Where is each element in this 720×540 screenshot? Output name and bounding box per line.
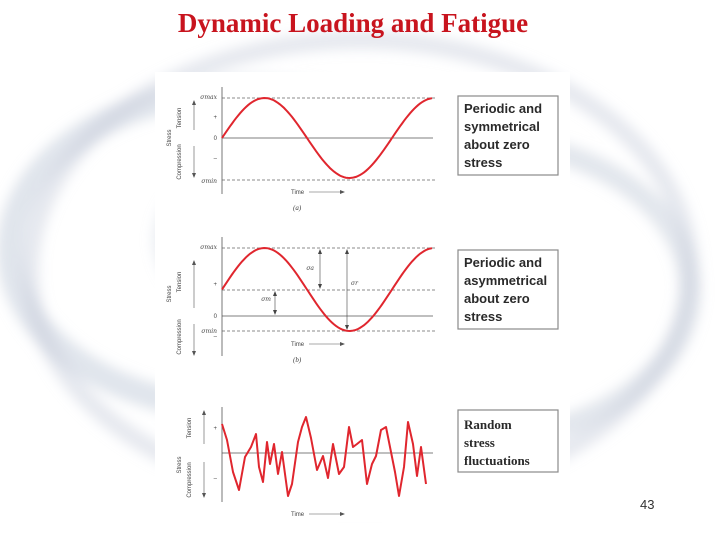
panel-b-plus-sign: +	[213, 282, 217, 288]
panel-b-desc-line-1: Periodic and	[464, 255, 542, 270]
panel-b-sigma-min: σmin	[201, 328, 217, 335]
panel-b-time-label: Time	[291, 342, 305, 348]
panel-b: Stress Tension Compression + – 0 σmax σm…	[167, 237, 559, 364]
panel-b-desc-line-4: stress	[464, 309, 502, 324]
panel-a-caption: (a)	[293, 204, 302, 212]
panel-b-desc-line-3: about zero	[464, 291, 530, 306]
panel-a-desc-line-1: Periodic and	[464, 101, 542, 116]
panel-b-compression-label: Compression	[177, 319, 183, 354]
page-number: 43	[640, 497, 655, 512]
panel-a-stress-curve	[221, 96, 433, 180]
panel-c-minus-sign: –	[214, 476, 218, 482]
panel-b-sigma-r: σr	[351, 280, 359, 287]
panel-c-compression-label: Compression	[187, 462, 193, 497]
panel-c-time-label: Time	[291, 512, 305, 518]
panel-b-minus-sign: –	[214, 334, 218, 340]
panel-a-minus-sign: –	[214, 156, 218, 162]
panel-c-description-box	[457, 409, 559, 473]
panel-a: Stress Tension Compression + – 0 σmax σm…	[167, 87, 559, 212]
panel-c-random-stress-curve	[221, 416, 427, 497]
panel-b-tension-label: Tension	[177, 272, 183, 293]
panel-b-stress-label: Stress	[167, 285, 173, 302]
panel-c-tension-label: Tension	[187, 418, 193, 439]
panel-c-desc-line-1: Random	[464, 417, 512, 432]
panel-c-desc-line-3: fluctuations	[464, 453, 530, 468]
panel-a-sigma-min: σmin	[201, 178, 217, 185]
panel-c-time-arrowhead	[340, 512, 345, 516]
panel-a-tension-arrowhead	[192, 100, 196, 105]
slide-title: Dynamic Loading and Fatigue	[177, 8, 529, 38]
panel-b-sigma-m: σm	[261, 296, 271, 303]
panel-b-sigma-m-arrowheads	[273, 291, 277, 315]
panel-b-time-arrowhead	[340, 342, 345, 346]
panel-a-desc-line-2: symmetrical	[464, 119, 540, 134]
panel-b-sigma-a: σa	[306, 265, 314, 272]
panel-a-sigma-max: σmax	[200, 94, 217, 101]
panel-c-plus-sign: +	[213, 426, 217, 432]
panel-b-description-box	[457, 249, 559, 330]
panel-b-tension-arrowhead	[192, 260, 196, 265]
panel-c-stress-label: Stress	[177, 456, 183, 473]
panel-a-zero-label: 0	[214, 136, 218, 142]
panel-b-stress-curve	[221, 246, 433, 333]
panel-a-stress-label: Stress	[167, 129, 173, 146]
panel-a-time-arrowhead	[340, 190, 345, 194]
panel-a-description-box	[457, 95, 559, 176]
panel-a-desc-line-4: stress	[464, 155, 502, 170]
panel-a-compression-label: Compression	[177, 144, 183, 179]
panel-a-time-label: Time	[291, 190, 305, 196]
panel-c-desc-line-2: stress	[464, 435, 495, 450]
panel-a-compression-arrowhead	[192, 173, 196, 178]
panel-b-caption: (b)	[293, 356, 302, 364]
panel-c: Stress Tension Compression + – Time Rand…	[177, 407, 559, 518]
panel-b-sigma-max: σmax	[200, 244, 217, 251]
panel-a-desc-line-3: about zero	[464, 137, 530, 152]
panel-c-compression-arrowhead	[202, 493, 206, 498]
panel-b-zero-label: 0	[214, 314, 218, 320]
panel-a-plus-sign: +	[213, 115, 217, 121]
panel-c-tension-arrowhead	[202, 410, 206, 415]
stress-cycle-figure: Stress Tension Compression + – 0 σmax σm…	[155, 72, 570, 522]
panel-b-desc-line-2: asymmetrical	[464, 273, 547, 288]
panel-a-tension-label: Tension	[177, 108, 183, 129]
panel-b-compression-arrowhead	[192, 351, 196, 356]
